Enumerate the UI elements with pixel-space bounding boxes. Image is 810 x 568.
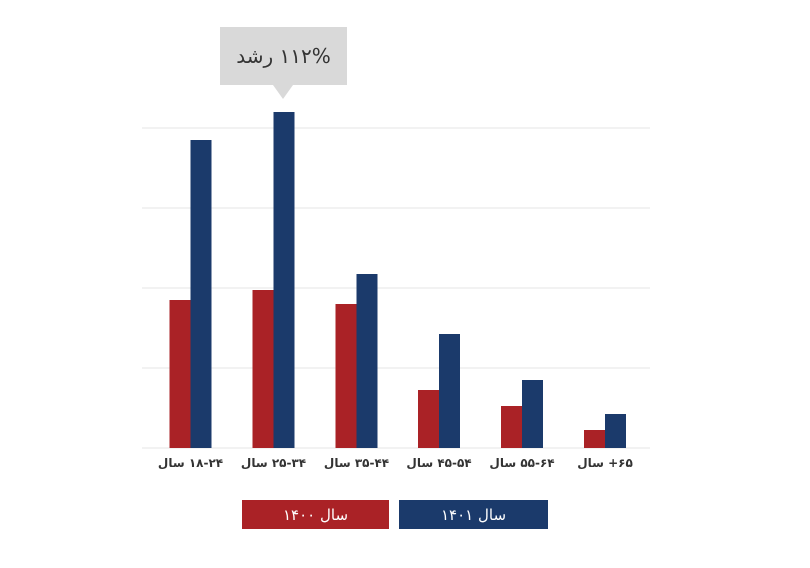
bar-1401-1 [190,140,212,448]
x-axis-labels: ۱۸-۲۴ سال ۲۵-۳۴ سال ۳۵-۴۴ سال ۴۵-۵۴ سال ۵۵-۶… [158,456,633,470]
bar-1401-2 [273,112,295,448]
x-tick-label: ۶۵+ سال [577,456,633,470]
gridlines [142,127,650,449]
bars [169,112,626,448]
legend-item-1400: سال ۱۴۰۰ [242,500,389,529]
bar-1401-5 [522,380,543,448]
x-tick-label: ۵۵-۶۴ سال [489,456,554,470]
bar-1401-3 [356,274,378,448]
legend-label-1400: سال ۱۴۰۰ [282,505,349,524]
bar-1400-4 [418,390,439,448]
growth-callout-text: ۱۱۲% رشد [236,44,331,68]
x-tick-label: ۲۵-۳۴ سال [241,456,306,470]
bar-1400-2 [252,290,274,448]
bar-1400-1 [169,300,191,448]
bar-1400-5 [501,406,522,448]
bar-1400-3 [335,304,357,448]
growth-callout: ۱۱۲% رشد [220,27,347,99]
bar-1401-4 [439,334,460,448]
x-tick-label: ۱۸-۲۴ سال [158,456,223,470]
legend-label-1401: سال ۱۴۰۱ [440,505,507,524]
x-tick-label: ۳۵-۴۴ سال [324,456,389,470]
legend-item-1401: سال ۱۴۰۱ [399,500,548,529]
bar-1401-6 [605,414,626,448]
bar-1400-6 [584,430,605,448]
x-tick-label: ۴۵-۵۴ سال [406,456,471,470]
